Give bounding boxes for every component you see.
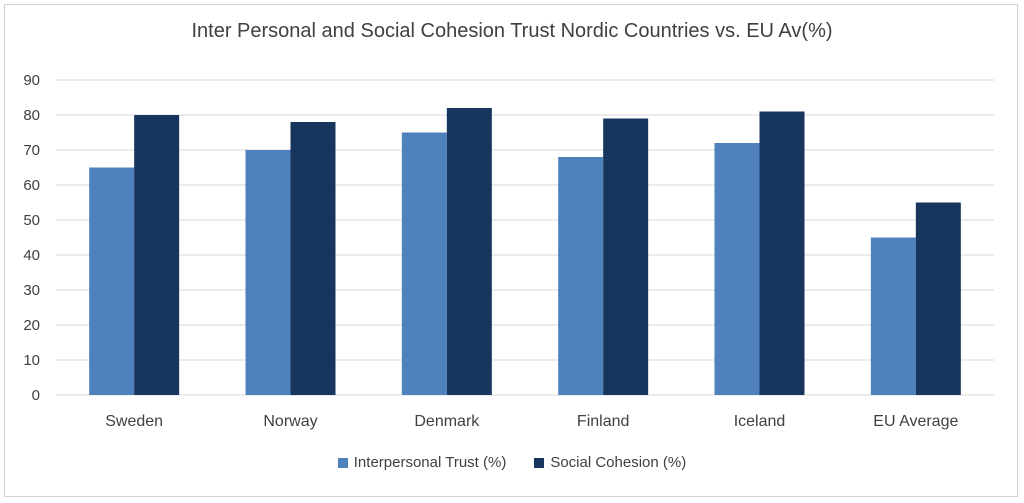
x-tick-label: Finland: [577, 413, 629, 430]
y-tick-label: 40: [23, 247, 40, 264]
legend-item-interpersonal-trust: Interpersonal Trust (%): [337, 454, 507, 471]
legend-item-social-cohesion: Social Cohesion (%): [534, 454, 686, 471]
y-tick-label: 90: [23, 72, 40, 89]
legend-swatch-interpersonal-trust: [337, 457, 348, 468]
x-axis-labels: Sweden Norway Denmark Finland Iceland EU Aver…: [105, 413, 958, 430]
bar-interpersonal-trust-norway: [245, 150, 291, 395]
bar-social-cohesion-finland: [603, 118, 649, 395]
bar-interpersonal-trust-sweden: [89, 167, 135, 395]
legend-swatch-social-cohesion: [534, 457, 545, 468]
y-tick-label: 50: [23, 212, 40, 229]
y-tick-label: 10: [23, 352, 40, 369]
y-axis-ticks: 0 10 20 30 40 50 60 70 80 90: [23, 72, 40, 404]
y-tick-label: 0: [32, 387, 40, 404]
bars: [89, 108, 961, 395]
x-tick-label: Denmark: [414, 413, 480, 430]
x-tick-label: EU Average: [873, 413, 958, 430]
bar-interpersonal-trust-denmark: [401, 132, 447, 395]
y-tick-label: 30: [23, 282, 40, 299]
bar-social-cohesion-iceland: [759, 111, 805, 395]
bar-interpersonal-trust-iceland: [714, 143, 760, 395]
bar-social-cohesion-norway: [290, 122, 336, 395]
legend-label-social-cohesion: Social Cohesion (%): [550, 454, 687, 471]
bar-interpersonal-trust-finland: [558, 157, 604, 395]
gridlines: [56, 79, 994, 396]
y-tick-label: 20: [23, 317, 40, 334]
bar-social-cohesion-eu-average: [915, 202, 961, 395]
x-tick-label: Iceland: [734, 413, 786, 430]
legend-label-interpersonal-trust: Interpersonal Trust (%): [353, 454, 507, 471]
y-tick-label: 70: [23, 142, 40, 159]
bar-social-cohesion-sweden: [134, 115, 180, 395]
y-tick-label: 60: [23, 177, 40, 194]
bar-interpersonal-trust-eu-average: [870, 237, 916, 395]
legend: Interpersonal Trust (%) Social Cohesion …: [0, 454, 1024, 471]
chart-title: Inter Personal and Social Cohesion Trust…: [191, 20, 833, 42]
y-tick-label: 80: [23, 107, 40, 124]
bar-social-cohesion-denmark: [446, 108, 492, 395]
x-tick-label: Norway: [263, 413, 317, 430]
x-tick-label: Sweden: [105, 413, 163, 430]
